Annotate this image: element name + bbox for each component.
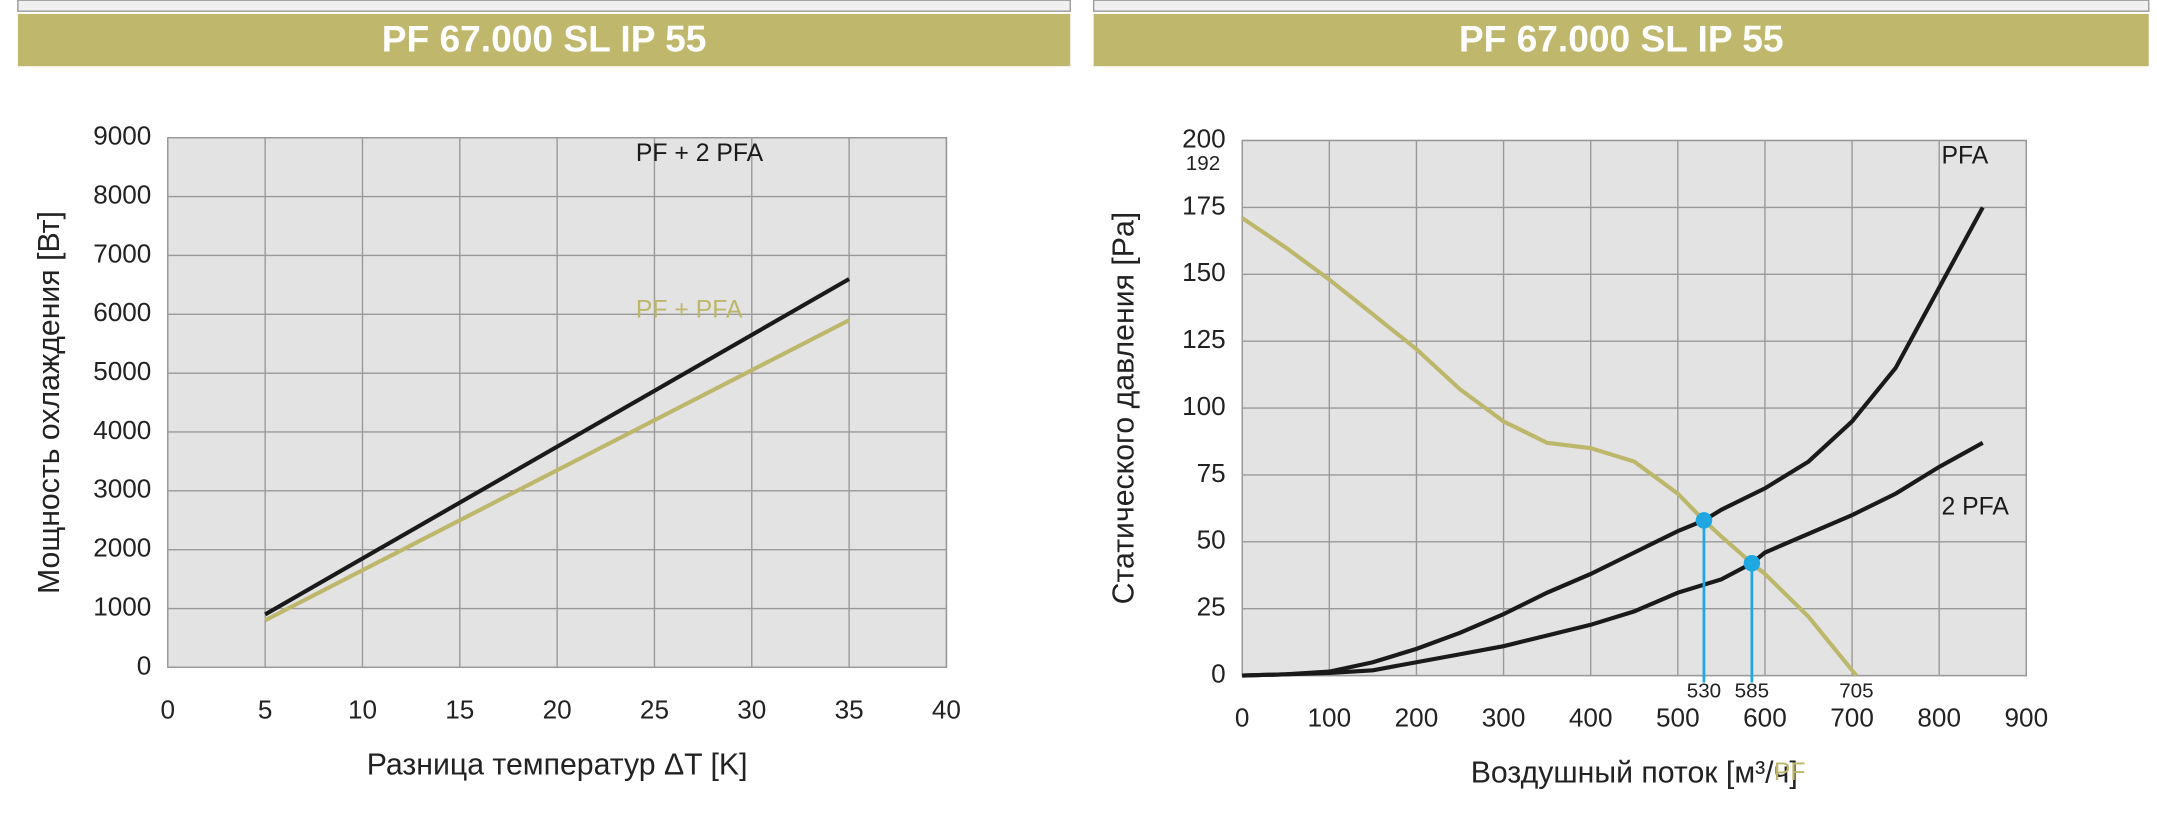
y-tick-label: 2000 (93, 533, 151, 563)
series-label: PFA (1941, 143, 1988, 170)
series-label: PF (1774, 759, 1806, 786)
series-line (1242, 441, 1984, 678)
y-tick-label: 5000 (93, 356, 151, 386)
x-annotation: 530 (1687, 680, 1721, 703)
y-tick-label: 3000 (93, 474, 151, 504)
y-tick-label: 8000 (93, 180, 151, 210)
x-tick-label: 0 (161, 694, 176, 724)
y-annotation: 192 (1186, 152, 1220, 175)
x-tick-label: 900 (2005, 703, 2049, 733)
y-tick-label: 9000 (93, 121, 151, 151)
y-axis-title: Мощность охлаждения [Вт] (33, 211, 66, 594)
x-annotation: 585 (1735, 680, 1769, 703)
x-tick-label: 300 (1482, 703, 1526, 733)
y-tick-label: 0 (137, 650, 152, 680)
y-tick-label: 75 (1197, 458, 1226, 488)
y-tick-label: 150 (1182, 257, 1226, 287)
x-tick-label: 25 (640, 694, 669, 724)
y-tick-label: 0 (1211, 659, 1226, 689)
series-line (264, 318, 851, 623)
x-tick-label: 200 (1395, 703, 1439, 733)
x-tick-label: 20 (543, 694, 572, 724)
x-tick-label: 10 (348, 694, 377, 724)
operating-point (1695, 512, 1713, 529)
x-tick-label: 0 (1235, 703, 1250, 733)
x-tick-label: 30 (737, 694, 766, 724)
series-label: PF + PFA (636, 297, 743, 324)
series-label: 2 PFA (1941, 493, 2009, 520)
y-tick-label: 1000 (93, 591, 151, 621)
x-tick-label: 40 (932, 694, 961, 724)
operating-point (1743, 554, 1761, 572)
series-label: PF + 2 PFA (636, 140, 764, 167)
x-tick-label: 800 (1917, 703, 1961, 733)
x-tick-label: 100 (1308, 703, 1352, 733)
chart-title: PF 67.000 SL IP 55 (1459, 17, 1784, 59)
y-axis-title: Статического давления [Pa] (1107, 212, 1140, 605)
y-tick-label: 200 (1182, 123, 1226, 153)
x-tick-label: 400 (1569, 703, 1613, 733)
x-tick-label: 600 (1743, 703, 1787, 733)
top-strip (1092, 0, 2150, 12)
series-line (264, 277, 851, 617)
series-line (1242, 206, 1985, 678)
header-bar (17, 13, 1071, 67)
x-axis-title: Разница температур ΔT [K] (367, 748, 748, 781)
header-bar (1093, 13, 2149, 67)
y-tick-label: 4000 (93, 415, 151, 445)
y-tick-label: 50 (1197, 525, 1226, 555)
x-axis-title: Воздушный поток [м³/ч] (1471, 757, 1798, 790)
x-tick-label: 35 (835, 694, 864, 724)
y-tick-label: 6000 (93, 297, 151, 327)
x-tick-label: 500 (1656, 703, 1700, 733)
x-annotation: 705 (1839, 680, 1873, 703)
x-tick-label: 5 (258, 694, 273, 724)
top-strip (17, 0, 1071, 12)
y-tick-label: 25 (1197, 592, 1226, 622)
y-tick-label: 175 (1182, 190, 1226, 220)
y-tick-label: 100 (1182, 391, 1226, 421)
x-tick-label: 15 (445, 694, 474, 724)
x-tick-label: 700 (1830, 703, 1874, 733)
y-tick-label: 7000 (93, 238, 151, 268)
chart-title: PF 67.000 SL IP 55 (382, 17, 707, 59)
y-tick-label: 125 (1182, 324, 1226, 354)
